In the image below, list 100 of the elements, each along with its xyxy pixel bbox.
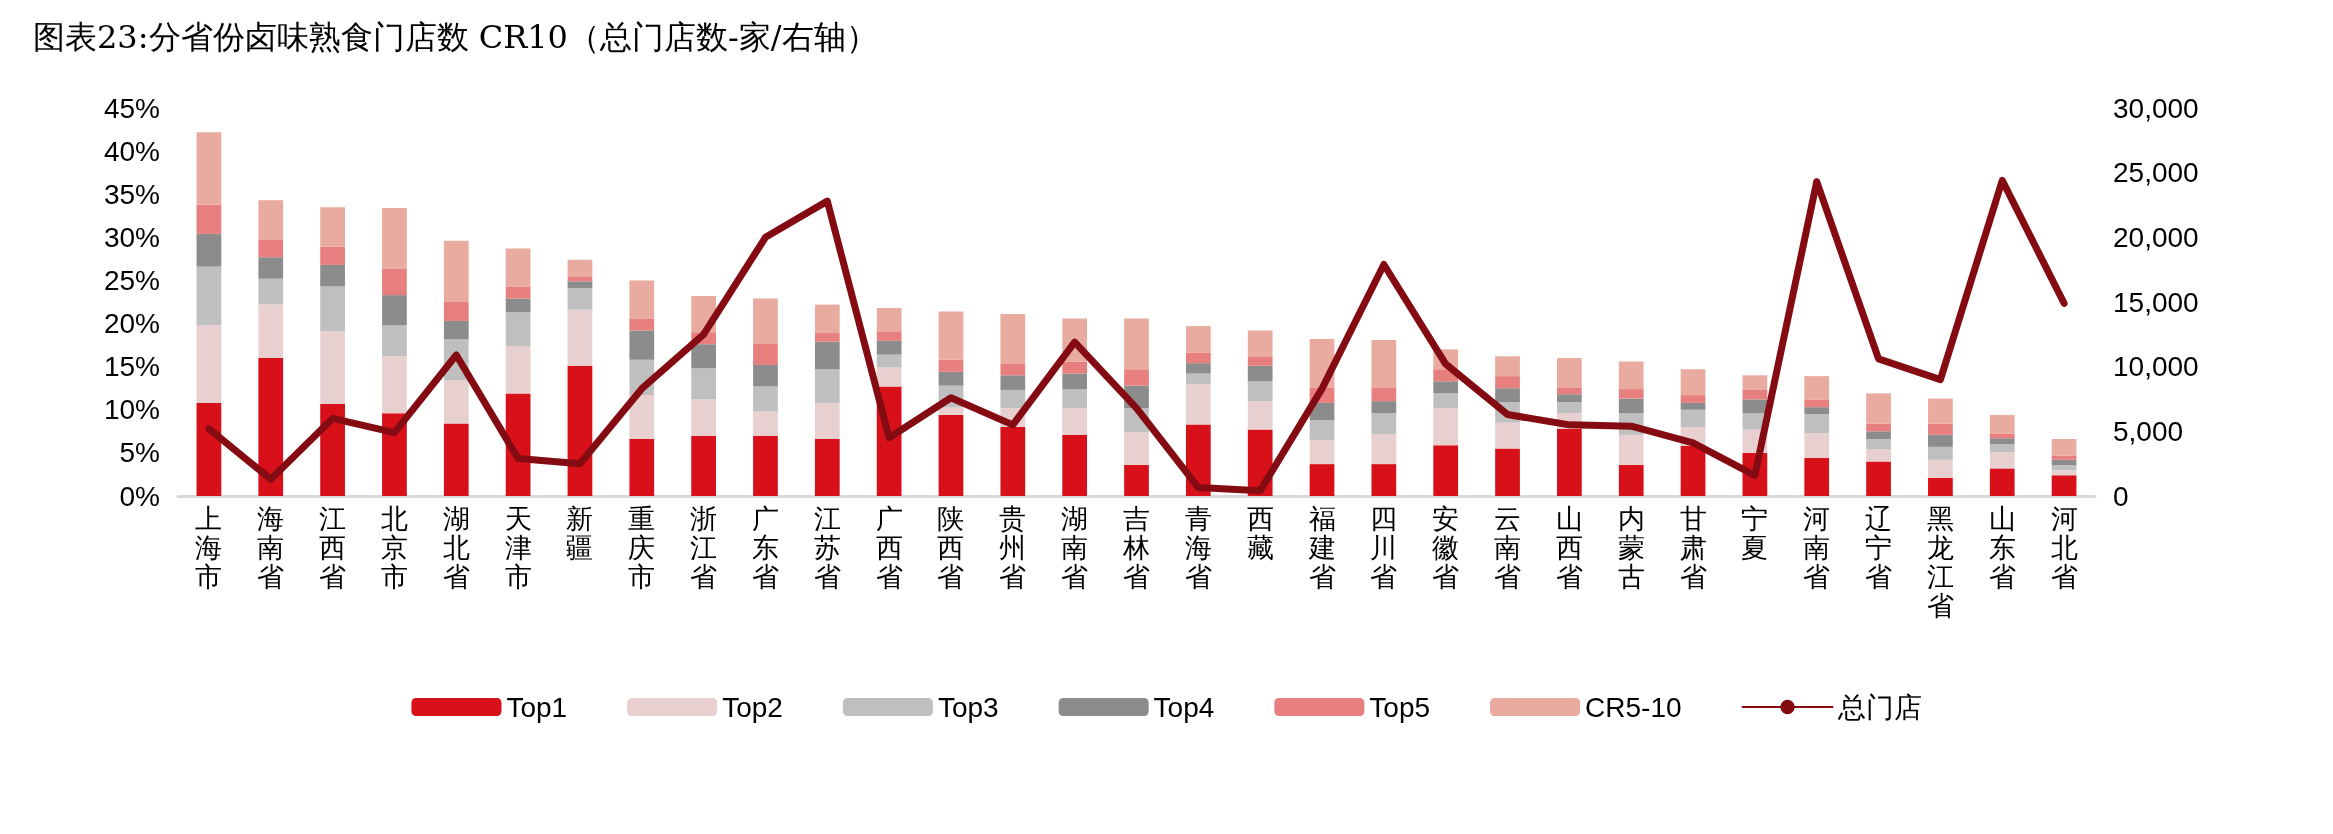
bar (2051, 470, 2077, 476)
bar (1185, 352, 1211, 364)
bar (1742, 389, 1768, 400)
bar (1680, 445, 1706, 496)
bar (938, 414, 964, 496)
bar (814, 304, 840, 334)
bar (876, 354, 902, 368)
bar (1185, 383, 1211, 425)
y2-tick-label: 10,000 (2113, 351, 2199, 383)
bar (382, 325, 407, 357)
bar (1866, 393, 1891, 424)
bar (1866, 431, 1891, 440)
y-tick-label: 20% (103, 308, 160, 340)
y-tick-label: 35% (103, 178, 160, 210)
bar (691, 399, 716, 436)
bar (196, 266, 222, 326)
bar (1495, 422, 1520, 449)
bar (258, 239, 284, 258)
y-tick-label: 5% (119, 437, 160, 469)
x-tick-label: 安徽省 (1432, 503, 1460, 592)
bar (1928, 434, 1953, 447)
bar (2051, 459, 2077, 465)
bar (382, 356, 407, 414)
bar (938, 371, 964, 386)
bar (1495, 388, 1520, 403)
bar (1185, 326, 1211, 353)
x-tick-label: 重庆市 (628, 503, 656, 592)
bar (753, 298, 778, 344)
bar (1309, 464, 1335, 496)
x-tick-label: 青海省 (1184, 503, 1212, 592)
legend-label: Top5 (1369, 691, 1431, 723)
x-tick-label: 辽宁省 (1865, 503, 1893, 592)
y-tick-label: 40% (103, 135, 160, 167)
bar (753, 435, 778, 496)
bar (2051, 475, 2077, 496)
bar (1000, 375, 1026, 390)
bar (1804, 414, 1830, 434)
bar (691, 435, 716, 496)
bar (320, 246, 345, 265)
legend-label: 总门店 (1836, 691, 1922, 723)
x-tick-label: 新疆 (566, 503, 594, 563)
bar (505, 248, 531, 287)
bar (320, 286, 345, 332)
bar (1618, 398, 1644, 414)
bar (1680, 369, 1706, 396)
bar (629, 439, 655, 496)
bar (629, 330, 655, 360)
bar (567, 259, 593, 277)
bar (876, 367, 902, 387)
bar (1000, 427, 1026, 496)
bar (1247, 365, 1273, 382)
bar (1062, 361, 1088, 374)
bar (567, 288, 593, 310)
bar (814, 369, 840, 403)
bar (1247, 330, 1273, 357)
bar (1680, 395, 1706, 403)
bar (196, 325, 222, 403)
bar (196, 233, 222, 267)
bar (938, 359, 964, 372)
x-tick-label: 北京市 (380, 503, 408, 592)
bar (938, 311, 964, 360)
y-tick-label: 0% (119, 480, 160, 512)
bar (1989, 444, 2015, 453)
x-tick-label: 天津市 (504, 503, 532, 592)
bar (876, 331, 902, 341)
bar (1433, 445, 1459, 496)
bar (1804, 433, 1830, 459)
bar (1000, 314, 1026, 364)
y2-tick-label: 5,000 (2113, 415, 2184, 447)
bar (443, 240, 469, 302)
bar (1618, 434, 1644, 465)
x-tick-label: 黑龙江省 (1926, 503, 1954, 621)
y-tick-label: 25% (103, 264, 160, 296)
x-tick-label: 上海市 (195, 503, 223, 592)
bar (1866, 423, 1891, 432)
bar (1433, 393, 1459, 409)
bar (1124, 318, 1149, 370)
bar (443, 302, 469, 321)
bar (1433, 381, 1459, 394)
bar (1680, 409, 1706, 428)
bar (320, 207, 345, 247)
bar (382, 268, 407, 296)
bar (1928, 477, 1953, 496)
bar (258, 257, 284, 279)
bar (938, 407, 964, 415)
bar (567, 281, 593, 289)
bar (1371, 387, 1397, 402)
bar (753, 411, 778, 436)
bar (1804, 407, 1830, 415)
x-tick-label: 浙江省 (690, 503, 718, 592)
y-tick-label: 15% (103, 351, 160, 383)
bar (1371, 401, 1397, 414)
bar (629, 318, 655, 331)
bar (1309, 439, 1335, 465)
x-tick-label: 江苏省 (813, 503, 841, 592)
bar (1124, 464, 1149, 496)
bar (1989, 433, 2015, 439)
bar (505, 286, 531, 299)
bar (258, 200, 284, 240)
bar (2051, 439, 2077, 456)
